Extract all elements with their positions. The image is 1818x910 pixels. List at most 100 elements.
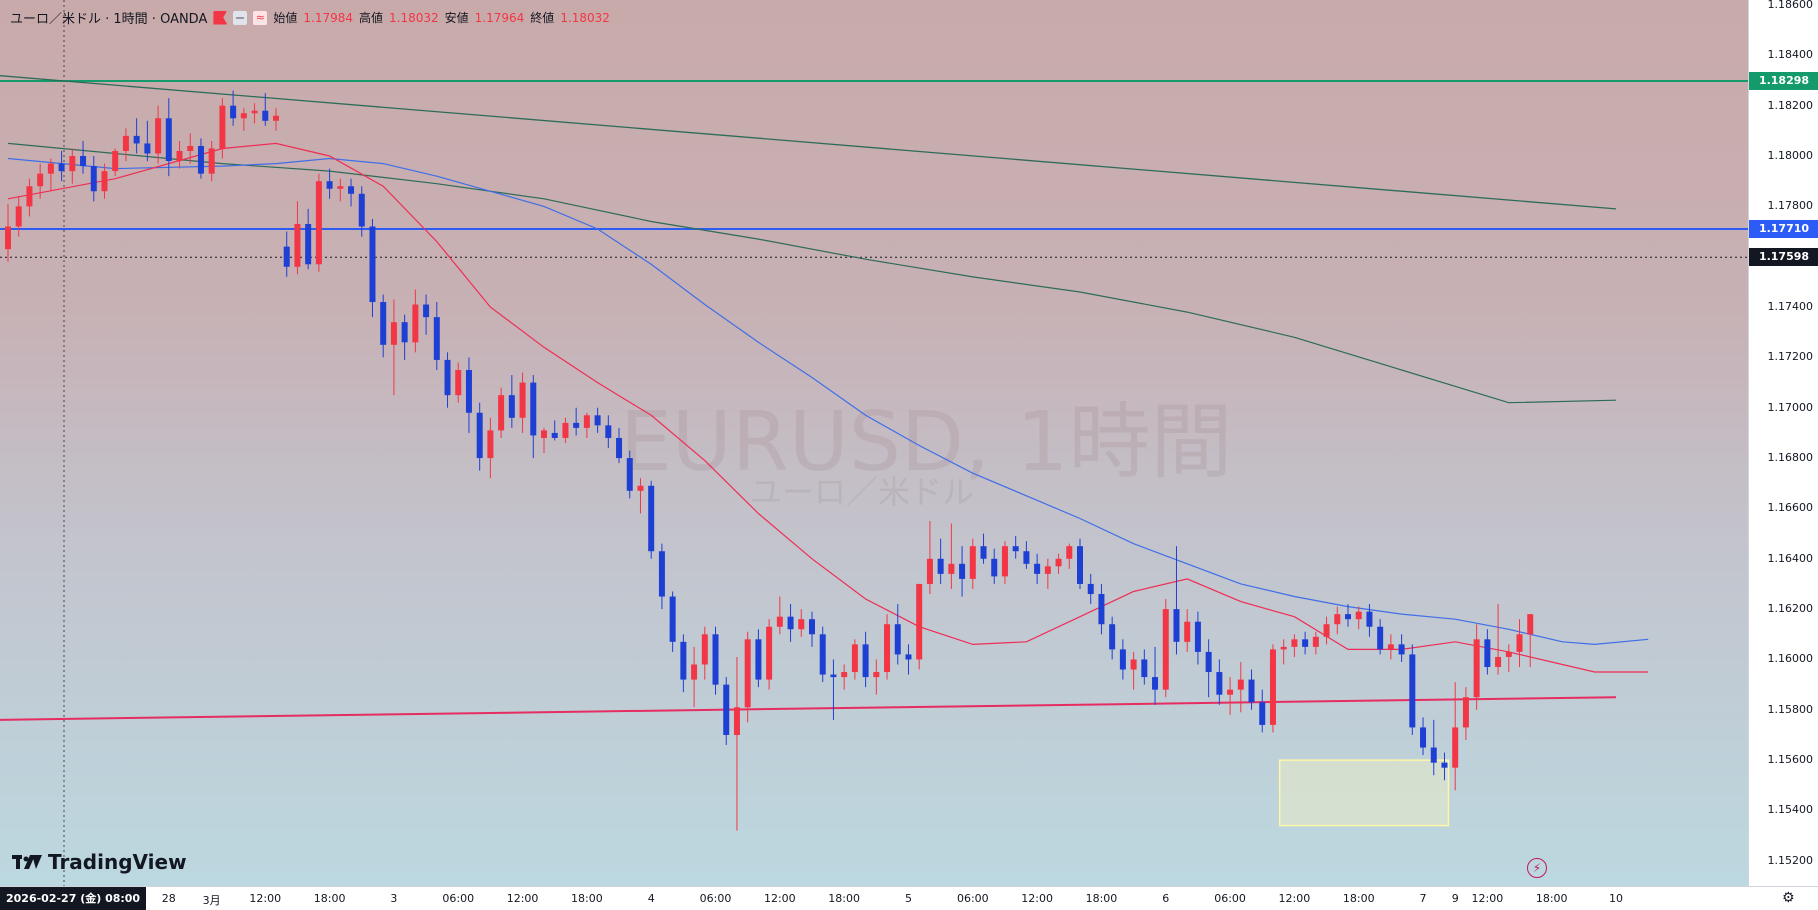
moving-average-slow bbox=[7, 142, 1617, 404]
candle-body bbox=[1034, 563, 1041, 574]
time-tick-label: 5 bbox=[904, 892, 912, 905]
price-axis[interactable]: 1.18600 1.18400 1.18200 1.18000 1.17800 1.174… bbox=[1748, 0, 1818, 886]
tradingview-mark-icon bbox=[12, 855, 42, 869]
candle-body bbox=[1012, 546, 1019, 552]
price-tick-label: 1.15400 bbox=[1767, 803, 1814, 817]
candle-body bbox=[1194, 621, 1201, 652]
symbol-watermark: EURUSD, 1時間 bbox=[620, 395, 1233, 490]
candle-body bbox=[851, 644, 858, 673]
time-tick-label: 18:00 bbox=[828, 892, 861, 905]
candle-body bbox=[894, 624, 901, 655]
candle-body bbox=[541, 430, 547, 438]
candle-body bbox=[133, 135, 140, 144]
candle-body bbox=[1323, 624, 1330, 637]
price-tick-label: 1.18000 bbox=[1767, 149, 1814, 163]
candle-body bbox=[294, 223, 301, 267]
time-tick-label: 18:00 bbox=[1342, 892, 1375, 905]
candle-body bbox=[401, 322, 408, 343]
candle-body bbox=[337, 186, 344, 189]
time-tick-label: 12:00 bbox=[249, 892, 282, 905]
candle-body bbox=[980, 546, 987, 559]
price-tick-label: 1.15200 bbox=[1767, 853, 1814, 867]
time-tick-label: 28 bbox=[161, 892, 176, 905]
time-tick-label: 4 bbox=[647, 892, 655, 905]
candle-body bbox=[348, 186, 355, 194]
candle-body bbox=[262, 110, 269, 121]
candle-body bbox=[798, 619, 805, 630]
chart-area[interactable]: EURUSD, 1時間 ユーロ／米ドル bbox=[0, 0, 1748, 886]
legend: ユーロ／米ドル · 1時間 · OANDA ≈ 始値 1.17984 高値 1.… bbox=[10, 8, 610, 27]
price-tick-label: 1.17200 bbox=[1767, 350, 1814, 364]
candle-body bbox=[122, 135, 129, 151]
price-tick-label: 1.15800 bbox=[1767, 702, 1814, 716]
symbol-watermark-subtitle: ユーロ／米ドル bbox=[750, 473, 975, 511]
toggle-icon[interactable] bbox=[233, 10, 248, 25]
candle-body bbox=[573, 422, 580, 428]
candle-body bbox=[47, 163, 54, 174]
tradingview-logo[interactable]: TradingView bbox=[12, 850, 187, 874]
candle-body bbox=[1152, 677, 1159, 690]
candle-body bbox=[283, 246, 290, 267]
candle-body bbox=[197, 145, 204, 174]
candle-body bbox=[1312, 636, 1319, 647]
candle-body bbox=[1484, 639, 1491, 668]
candle-body bbox=[230, 105, 237, 119]
candle-body bbox=[433, 317, 440, 360]
settings-gear-icon[interactable]: ⚙ bbox=[1782, 890, 1795, 906]
time-tick-label: 18:00 bbox=[313, 892, 346, 905]
candle-body bbox=[519, 382, 526, 418]
candle-body bbox=[358, 193, 365, 227]
market-closed-icon[interactable] bbox=[213, 10, 228, 25]
candle-body bbox=[926, 558, 933, 584]
candle-body bbox=[487, 430, 494, 459]
candle-body bbox=[1205, 651, 1212, 673]
candle-body bbox=[1441, 762, 1448, 768]
time-tick-label: 06:00 bbox=[442, 892, 475, 905]
candle-body bbox=[1430, 747, 1437, 763]
candle-body bbox=[1516, 634, 1523, 652]
price-tick-label: 1.16200 bbox=[1767, 602, 1814, 616]
candle-body bbox=[251, 110, 258, 114]
candle-body bbox=[155, 118, 162, 154]
candlestick-chart[interactable] bbox=[0, 0, 1748, 886]
candle-body bbox=[1473, 639, 1480, 698]
time-tick-label: 10 bbox=[1609, 892, 1623, 905]
time-cursor-label: 2026-02-27 (金) 08:00 bbox=[0, 887, 147, 910]
candle-body bbox=[176, 150, 183, 162]
candle-body bbox=[1527, 614, 1534, 635]
candle-body bbox=[744, 639, 751, 708]
wave-icon[interactable]: ≈ bbox=[253, 10, 268, 25]
price-tick-label: 1.17800 bbox=[1767, 199, 1814, 213]
candle-body bbox=[58, 163, 65, 172]
low-value: 1.17964 bbox=[474, 10, 525, 25]
candle-body bbox=[444, 359, 451, 396]
candle-body bbox=[305, 223, 312, 265]
candle-body bbox=[508, 395, 515, 418]
price-tick-label: 1.18600 bbox=[1767, 0, 1814, 11]
candle-body bbox=[819, 634, 826, 675]
time-axis[interactable]: 2026-02-27 (金) 08:00 28 3月 12:00 18:00 3 06:0… bbox=[0, 886, 1818, 910]
time-tick-label: 06:00 bbox=[699, 892, 732, 905]
candle-body bbox=[1452, 727, 1459, 768]
candle-body bbox=[5, 226, 11, 250]
candle-body bbox=[69, 156, 76, 172]
candle-body bbox=[1248, 679, 1255, 703]
open-value: 1.17984 bbox=[303, 10, 354, 25]
price-level-label: 1.17710 bbox=[1749, 220, 1818, 239]
candle-body bbox=[637, 485, 644, 491]
open-label: 始値 bbox=[273, 11, 298, 25]
symbol-label[interactable]: ユーロ／米ドル · 1時間 · OANDA bbox=[10, 12, 208, 27]
candle-body bbox=[219, 105, 226, 149]
candle-body bbox=[658, 551, 665, 597]
time-tick-label: 3 bbox=[390, 892, 398, 905]
candle-body bbox=[1269, 649, 1276, 725]
moving-average-mid bbox=[7, 157, 1649, 646]
price-level-label: 1.17598 bbox=[1749, 248, 1818, 267]
candle-body bbox=[755, 639, 762, 680]
candle-body bbox=[26, 186, 33, 207]
candle-body bbox=[1044, 566, 1051, 574]
candle-body bbox=[273, 115, 279, 121]
candle-body bbox=[1355, 611, 1362, 620]
time-tick-label: 06:00 bbox=[1214, 892, 1246, 905]
lightning-icon[interactable]: ⚡ bbox=[1527, 858, 1547, 878]
